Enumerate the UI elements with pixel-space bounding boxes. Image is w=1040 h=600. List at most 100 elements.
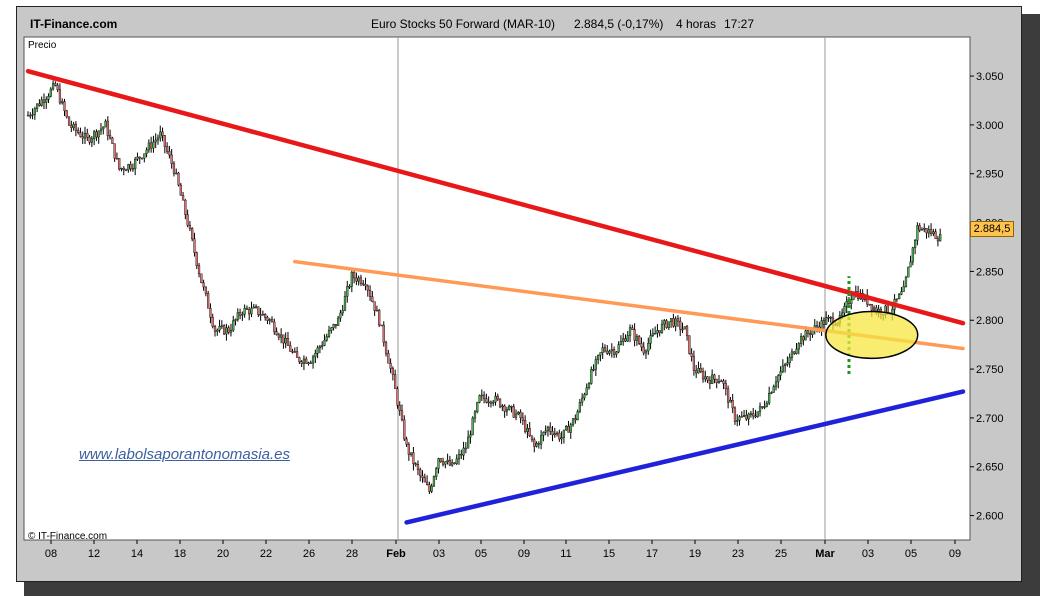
candle-down xyxy=(163,135,166,147)
candle-down xyxy=(79,132,82,137)
x-tick-label: 19 xyxy=(689,548,701,560)
y-tick-label: 2.600 xyxy=(976,511,1004,523)
candle-down xyxy=(524,420,527,432)
candle-up xyxy=(348,286,351,288)
x-tick-label: 23 xyxy=(732,548,744,560)
candle-down xyxy=(188,224,192,229)
candle-up xyxy=(799,336,803,344)
last-quote: 2.884,5 (-0,17%) xyxy=(574,17,664,31)
candle-down xyxy=(724,383,727,390)
candle-up xyxy=(667,321,670,328)
candle-up xyxy=(478,395,481,403)
candle-down xyxy=(638,336,641,344)
candle-down xyxy=(88,136,91,143)
candle-down xyxy=(213,326,217,332)
candle-up xyxy=(920,228,924,231)
candle-down xyxy=(38,103,41,106)
y-axis-label: Precio xyxy=(28,40,57,51)
candle-down xyxy=(211,317,214,327)
candle-up xyxy=(587,383,591,388)
candle-down xyxy=(423,477,426,483)
candle-down xyxy=(387,353,390,364)
candle-down xyxy=(355,277,358,282)
candle-up xyxy=(45,99,48,103)
candle-down xyxy=(453,462,456,464)
candle-up xyxy=(159,131,162,139)
candle-down xyxy=(193,238,196,253)
candle-down xyxy=(195,252,198,266)
candle-down xyxy=(642,346,645,354)
candle-up xyxy=(321,345,324,347)
x-tick-label: Feb xyxy=(386,548,406,560)
candle-down xyxy=(416,464,420,470)
candle-down xyxy=(745,415,748,420)
candle-up xyxy=(571,418,575,425)
candle-down xyxy=(806,330,810,334)
candle-up xyxy=(647,343,650,352)
candle-down xyxy=(503,405,506,412)
candle-up xyxy=(430,485,433,492)
candle-down xyxy=(640,343,643,348)
candle-down xyxy=(633,329,636,341)
candle-down xyxy=(603,347,607,352)
candle-up xyxy=(152,141,155,149)
candle-up xyxy=(280,334,283,338)
candle-down xyxy=(708,379,711,384)
candle-down xyxy=(802,336,805,341)
candle-down xyxy=(934,231,937,239)
candle-down xyxy=(754,415,757,418)
candle-down xyxy=(389,363,392,369)
candle-up xyxy=(590,369,593,384)
candle-up xyxy=(599,352,602,356)
candle-up xyxy=(284,337,287,344)
candle-up xyxy=(704,376,707,380)
candle-down xyxy=(122,167,125,171)
candle-up xyxy=(644,350,648,354)
candle-up xyxy=(569,424,572,433)
candle-up xyxy=(307,362,310,364)
candle-up xyxy=(565,426,568,431)
candle-up xyxy=(902,286,905,292)
candle-up xyxy=(825,317,828,325)
candle-up xyxy=(608,350,611,354)
candle-up xyxy=(738,416,741,421)
candle-up xyxy=(546,426,550,432)
candle-down xyxy=(658,330,661,333)
candle-up xyxy=(225,327,228,335)
candle-down xyxy=(396,388,399,406)
candle-down xyxy=(815,325,819,328)
candle-down xyxy=(118,158,121,170)
candle-up xyxy=(120,167,123,170)
candle-up xyxy=(330,327,333,331)
candle-up xyxy=(711,374,714,384)
candle-down xyxy=(42,99,46,103)
candle-up xyxy=(763,406,766,408)
candle-down xyxy=(238,312,242,316)
candle-down xyxy=(489,401,493,404)
candle-down xyxy=(362,283,365,285)
watermark-link[interactable]: www.labolsaporantonomasia.es xyxy=(79,446,290,463)
candle-up xyxy=(332,324,335,328)
candle-up xyxy=(51,83,55,90)
candle-up xyxy=(457,453,461,460)
candle-up xyxy=(619,341,623,345)
candle-up xyxy=(576,411,579,421)
candle-down xyxy=(172,163,176,174)
candle-down xyxy=(918,225,921,231)
trendline-support xyxy=(404,389,966,525)
candle-down xyxy=(510,405,513,408)
x-tick-label: 28 xyxy=(346,548,358,560)
candle-up xyxy=(797,343,800,350)
candle-up xyxy=(742,415,746,417)
candle-up xyxy=(234,319,237,321)
candle-up xyxy=(768,393,771,404)
x-tick-label: 18 xyxy=(174,548,186,560)
candle-up xyxy=(765,402,768,407)
candle-down xyxy=(259,314,262,316)
candle-down xyxy=(822,320,826,325)
candle-down xyxy=(829,317,832,319)
candle-down xyxy=(414,463,417,465)
candle-down xyxy=(364,284,367,287)
candle-up xyxy=(31,114,34,116)
candle-down xyxy=(202,282,205,288)
